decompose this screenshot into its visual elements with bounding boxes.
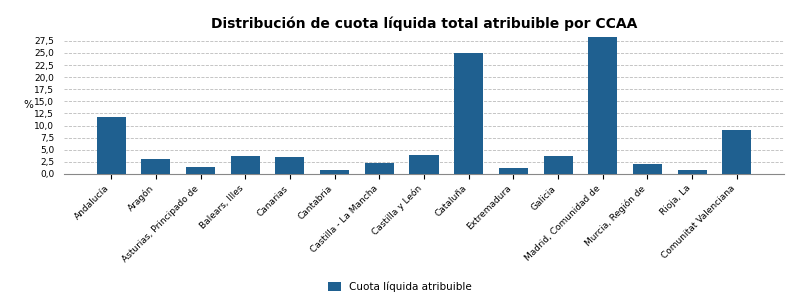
Title: Distribución de cuota líquida total atribuible por CCAA: Distribución de cuota líquida total atri…: [211, 16, 637, 31]
Bar: [275, 157, 305, 174]
Bar: [588, 37, 618, 174]
Bar: [97, 117, 126, 174]
Bar: [543, 156, 573, 174]
Bar: [142, 160, 170, 174]
Bar: [633, 164, 662, 174]
Legend: Cuota líquida atribuible: Cuota líquida atribuible: [328, 281, 472, 292]
Bar: [320, 169, 349, 174]
Bar: [365, 163, 394, 174]
Y-axis label: %: %: [24, 100, 34, 110]
Bar: [678, 170, 706, 174]
Bar: [186, 167, 215, 174]
Bar: [499, 168, 528, 174]
Bar: [230, 156, 260, 174]
Bar: [722, 130, 751, 174]
Bar: [410, 154, 438, 174]
Bar: [454, 53, 483, 174]
